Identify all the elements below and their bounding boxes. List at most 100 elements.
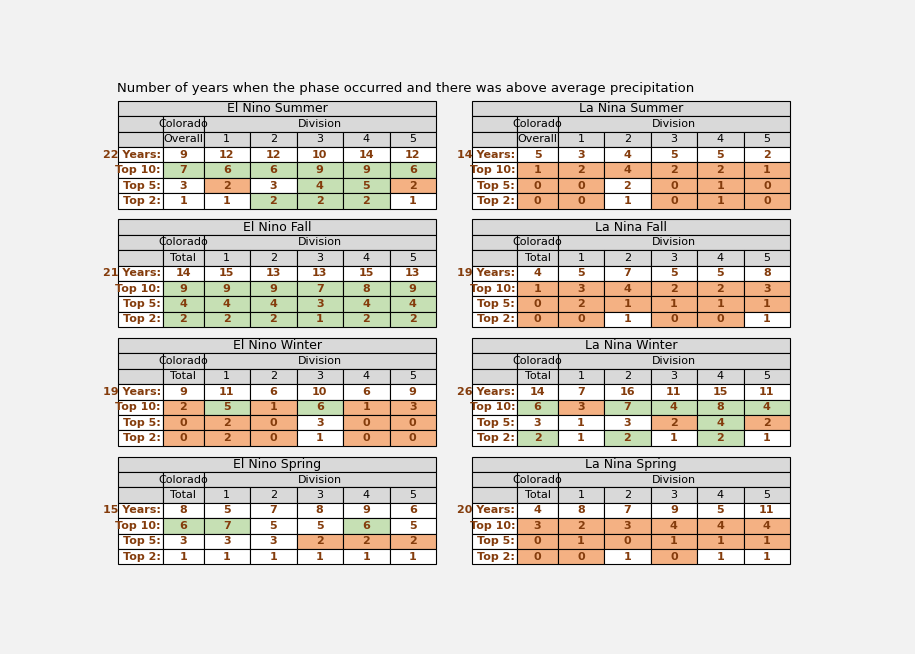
Bar — [343, 296, 390, 312]
Bar — [744, 193, 791, 209]
Text: 9: 9 — [179, 387, 188, 397]
Text: 3: 3 — [409, 402, 416, 412]
Text: Top 2:: Top 2: — [478, 433, 515, 443]
Bar — [163, 131, 203, 147]
Text: 13: 13 — [265, 268, 281, 279]
Bar — [163, 266, 203, 281]
Bar — [697, 312, 744, 327]
Bar — [651, 369, 697, 384]
Bar — [250, 518, 296, 534]
Text: 0: 0 — [763, 181, 770, 190]
Bar — [203, 296, 250, 312]
Bar — [118, 518, 163, 534]
Text: 8: 8 — [362, 284, 371, 294]
Text: 1: 1 — [577, 134, 585, 145]
Text: 1: 1 — [577, 418, 585, 428]
Bar — [517, 518, 557, 534]
Bar — [472, 338, 791, 353]
Text: 19 Years:: 19 Years: — [102, 387, 161, 397]
Text: 11: 11 — [666, 387, 682, 397]
Bar — [390, 178, 436, 193]
Text: 1: 1 — [763, 552, 770, 562]
Text: 2: 2 — [670, 165, 678, 175]
Bar — [697, 266, 744, 281]
Bar — [118, 456, 436, 472]
Text: 7: 7 — [269, 506, 277, 515]
Bar — [296, 162, 343, 178]
Bar — [517, 131, 557, 147]
Text: 1: 1 — [269, 552, 277, 562]
Bar — [343, 415, 390, 430]
Text: 4: 4 — [316, 181, 324, 190]
Bar — [651, 147, 697, 162]
Text: 3: 3 — [624, 418, 631, 428]
Bar — [390, 312, 436, 327]
Bar — [296, 147, 343, 162]
Text: 2: 2 — [362, 196, 371, 206]
Text: 2: 2 — [270, 134, 277, 145]
Bar — [604, 296, 651, 312]
Bar — [296, 296, 343, 312]
Text: Top 10:: Top 10: — [115, 521, 161, 531]
Bar — [697, 281, 744, 296]
Bar — [557, 487, 604, 503]
Text: Total: Total — [524, 490, 551, 500]
Bar — [250, 193, 296, 209]
Text: 13: 13 — [312, 268, 328, 279]
Bar — [472, 369, 517, 384]
Bar — [604, 534, 651, 549]
Bar — [744, 312, 791, 327]
Text: 3: 3 — [533, 521, 542, 531]
Text: Top 10:: Top 10: — [469, 165, 515, 175]
Bar — [118, 503, 163, 518]
Bar — [557, 250, 604, 266]
Text: 4: 4 — [223, 299, 231, 309]
Text: La Nina Winter: La Nina Winter — [585, 339, 677, 352]
Text: 2: 2 — [269, 315, 277, 324]
Text: 4: 4 — [179, 299, 188, 309]
Bar — [517, 116, 557, 131]
Text: 5: 5 — [409, 134, 416, 145]
Text: 1: 1 — [223, 196, 231, 206]
Text: 2: 2 — [624, 253, 631, 263]
Text: 0: 0 — [362, 418, 370, 428]
Bar — [296, 400, 343, 415]
Bar — [343, 503, 390, 518]
Text: Top 5:: Top 5: — [478, 536, 515, 546]
Bar — [517, 178, 557, 193]
Bar — [118, 281, 163, 296]
Bar — [163, 415, 203, 430]
Bar — [472, 456, 791, 472]
Text: 1: 1 — [362, 552, 371, 562]
Text: 5: 5 — [533, 150, 542, 160]
Text: 3: 3 — [671, 134, 677, 145]
Bar — [250, 131, 296, 147]
Text: 4: 4 — [670, 521, 678, 531]
Text: 1: 1 — [316, 315, 324, 324]
Text: 5: 5 — [409, 371, 416, 381]
Bar — [744, 281, 791, 296]
Bar — [203, 235, 436, 250]
Bar — [296, 193, 343, 209]
Text: 1: 1 — [223, 552, 231, 562]
Bar — [118, 384, 163, 400]
Text: 4: 4 — [362, 490, 370, 500]
Bar — [203, 162, 250, 178]
Bar — [604, 503, 651, 518]
Text: 7: 7 — [316, 284, 324, 294]
Bar — [557, 415, 604, 430]
Text: Top 2:: Top 2: — [123, 315, 161, 324]
Text: 3: 3 — [577, 150, 585, 160]
Text: 3: 3 — [179, 181, 188, 190]
Bar — [517, 487, 557, 503]
Text: 0: 0 — [670, 315, 678, 324]
Text: 2: 2 — [270, 253, 277, 263]
Text: 1: 1 — [716, 552, 725, 562]
Text: Top 5:: Top 5: — [478, 299, 515, 309]
Text: 15: 15 — [359, 268, 374, 279]
Text: 4: 4 — [409, 299, 416, 309]
Bar — [118, 472, 163, 487]
Bar — [296, 384, 343, 400]
Bar — [697, 400, 744, 415]
Bar — [472, 147, 517, 162]
